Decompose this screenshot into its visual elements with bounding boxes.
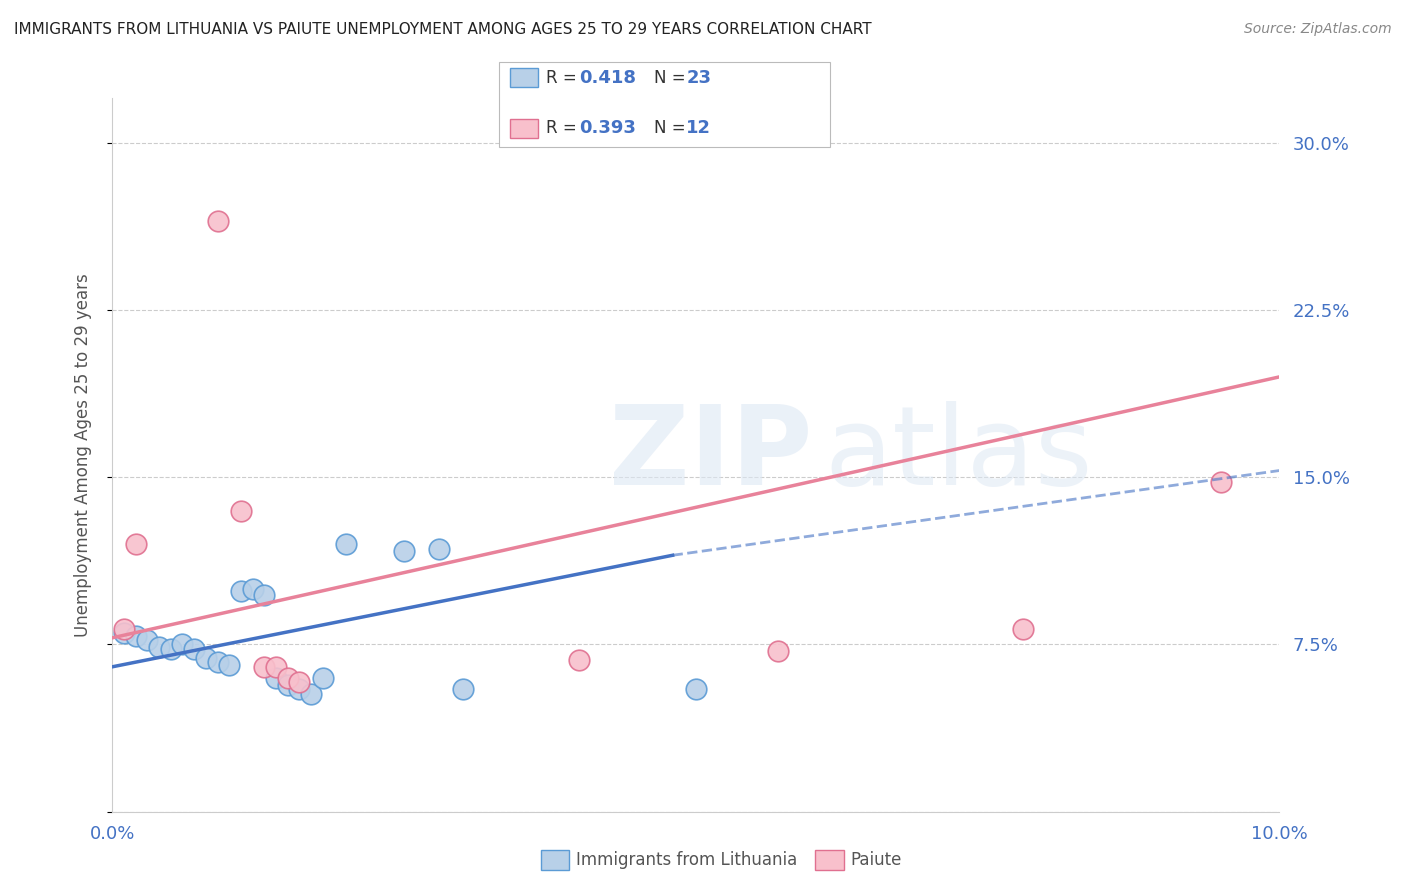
Text: R =: R = (546, 69, 582, 87)
Point (766, 644, 789, 658)
Point (194, 651, 217, 665)
Point (264, 660, 287, 674)
Point (136, 633, 159, 648)
Point (218, 657, 240, 672)
Text: atlas: atlas (824, 401, 1092, 508)
Point (207, 655, 229, 669)
Point (568, 653, 591, 667)
Point (264, 671, 287, 685)
Text: 23: 23 (686, 69, 711, 87)
Point (335, 537, 357, 551)
Point (125, 628, 148, 642)
Point (299, 687, 322, 701)
Point (172, 637, 194, 651)
Text: N =: N = (654, 69, 690, 87)
Point (1011, 622, 1033, 636)
Point (229, 583, 252, 598)
Point (253, 589, 276, 603)
Point (276, 678, 298, 692)
Point (288, 675, 311, 690)
Point (148, 640, 170, 654)
Text: Paiute: Paiute (851, 851, 903, 869)
Text: Immigrants from Lithuania: Immigrants from Lithuania (576, 851, 797, 869)
Y-axis label: Unemployment Among Ages 25 to 29 years: Unemployment Among Ages 25 to 29 years (73, 273, 91, 637)
Point (125, 537, 148, 551)
Point (451, 681, 474, 696)
Point (288, 681, 311, 696)
Point (392, 543, 416, 558)
Point (1209, 475, 1232, 489)
Text: N =: N = (654, 120, 690, 137)
Text: R =: R = (546, 120, 582, 137)
Point (112, 622, 135, 636)
Point (112, 626, 135, 640)
Point (311, 671, 333, 685)
Text: 12: 12 (686, 120, 711, 137)
Text: ZIP: ZIP (609, 401, 813, 508)
Text: IMMIGRANTS FROM LITHUANIA VS PAIUTE UNEMPLOYMENT AMONG AGES 25 TO 29 YEARS CORRE: IMMIGRANTS FROM LITHUANIA VS PAIUTE UNEM… (14, 22, 872, 37)
Point (242, 582, 264, 596)
Point (183, 642, 205, 657)
Text: 0.418: 0.418 (579, 69, 637, 87)
Point (253, 660, 276, 674)
Point (207, 213, 229, 227)
Point (160, 642, 183, 657)
Text: Source: ZipAtlas.com: Source: ZipAtlas.com (1244, 22, 1392, 37)
Point (685, 681, 707, 696)
Point (229, 503, 252, 517)
Point (276, 671, 298, 685)
Point (427, 541, 450, 556)
Text: 0.393: 0.393 (579, 120, 636, 137)
